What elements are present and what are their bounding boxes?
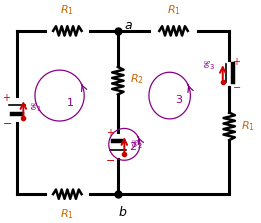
Text: $R_1$: $R_1$ (60, 207, 74, 221)
Text: $R_1$: $R_1$ (60, 3, 74, 17)
Text: $R_1$: $R_1$ (167, 3, 181, 17)
Text: $+$: $+$ (233, 56, 241, 66)
Text: $-$: $-$ (105, 154, 115, 164)
Text: $-$: $-$ (2, 117, 12, 127)
Text: $+$: $+$ (3, 92, 11, 103)
Text: $R_2$: $R_2$ (129, 72, 143, 85)
Text: $\mathscr{E}_2$: $\mathscr{E}_2$ (130, 138, 143, 151)
Text: $+$: $+$ (105, 127, 115, 138)
Text: $\mathscr{E}_1$: $\mathscr{E}_1$ (29, 101, 42, 114)
Text: $a$: $a$ (124, 19, 133, 32)
Text: $3$: $3$ (175, 93, 183, 105)
Text: $1$: $1$ (66, 96, 74, 108)
Text: $2$: $2$ (129, 140, 137, 153)
Text: $\mathscr{E}_3$: $\mathscr{E}_3$ (202, 59, 215, 72)
Text: $b$: $b$ (118, 205, 127, 219)
Text: $R_1$: $R_1$ (241, 120, 255, 133)
Text: $-$: $-$ (233, 81, 242, 91)
